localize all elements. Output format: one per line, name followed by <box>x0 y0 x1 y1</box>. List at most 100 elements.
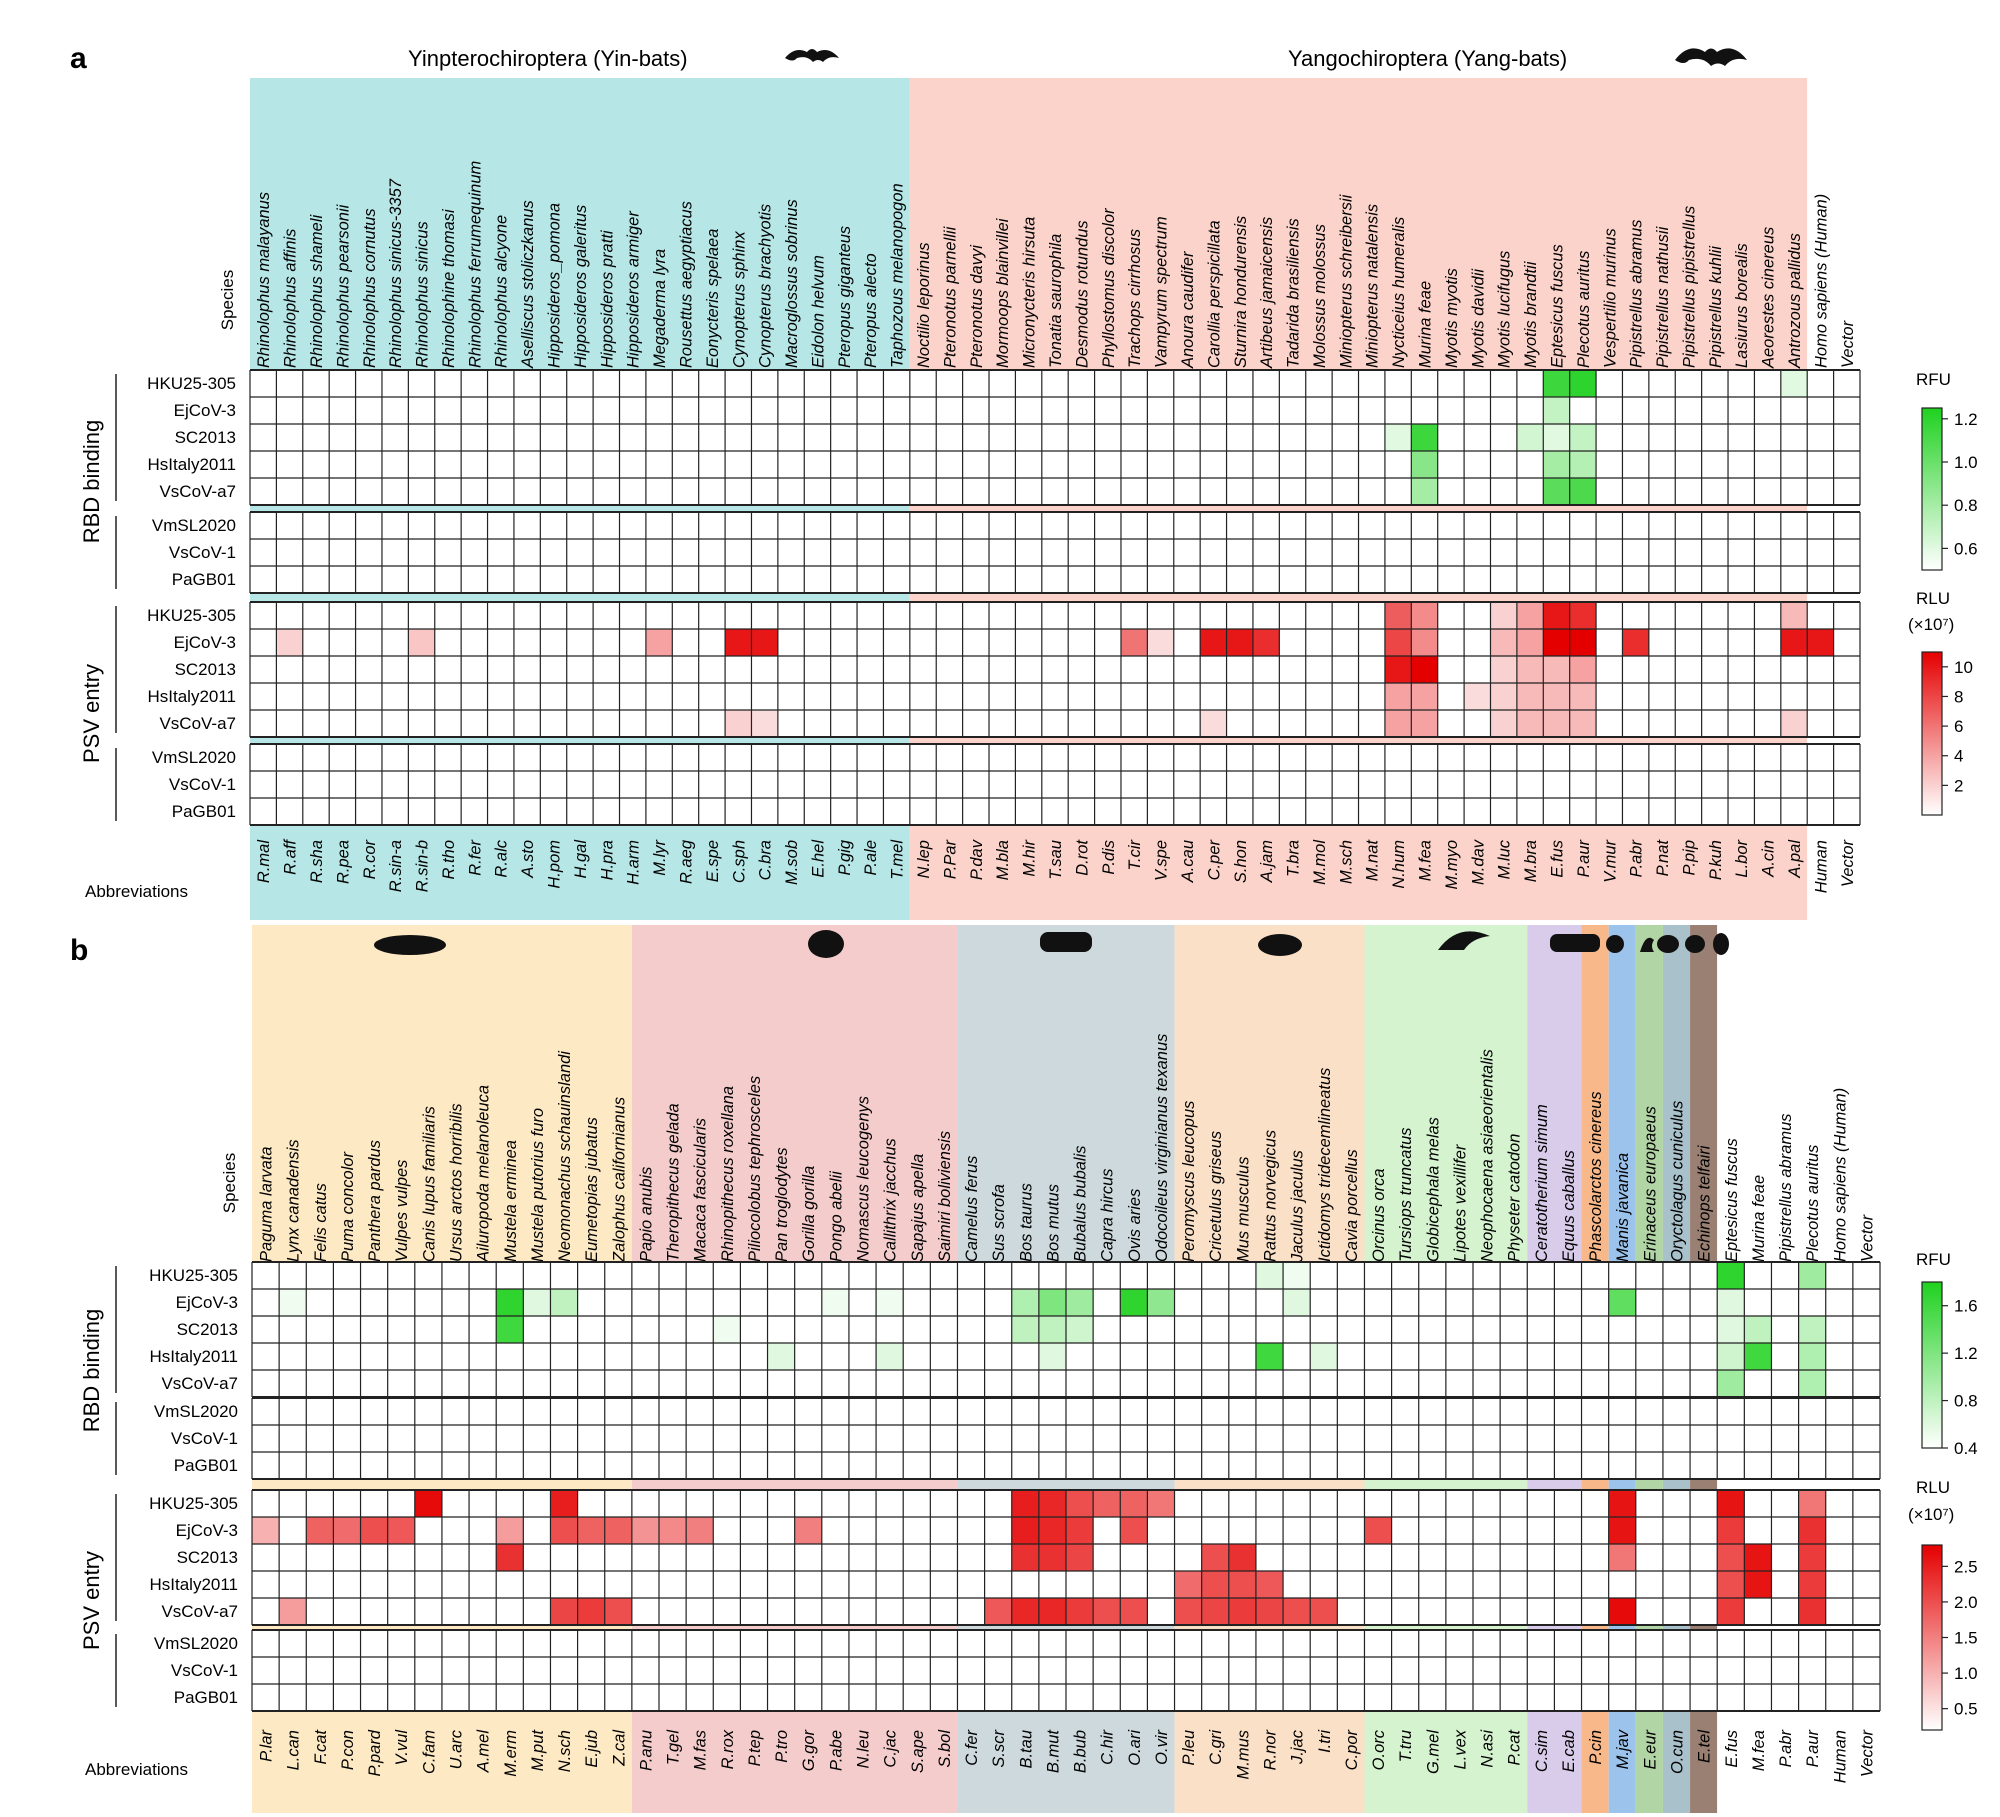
abbreviation-label: C.fer <box>963 1729 981 1766</box>
abbreviation-label: R.sin-a <box>387 840 405 892</box>
virus-label: VsCoV-a7 <box>159 714 236 733</box>
heatmap-cell <box>1038 1289 1066 1316</box>
species-label: Papio anubis <box>637 1167 655 1262</box>
abbreviation-label: Human <box>1812 840 1830 893</box>
heatmap-cell <box>1464 683 1491 710</box>
heatmap-cell <box>1228 1544 1256 1571</box>
heatmap-cell <box>1516 683 1544 710</box>
heatmap-cell <box>577 1598 605 1625</box>
abbreviation-label: A.sto <box>519 840 537 879</box>
abbreviation-label: Human <box>1831 1730 1849 1783</box>
species-label: Ovis aries <box>1126 1189 1144 1262</box>
abbreviation-label: E.cab <box>1560 1730 1578 1772</box>
hedgehog-icon <box>1657 935 1679 953</box>
heatmap-cell <box>767 1343 795 1370</box>
virus-label: PaGB01 <box>172 570 236 589</box>
virus-label: HKU25-305 <box>147 374 236 393</box>
heatmap-cell <box>1780 629 1808 656</box>
species-label: Odocoileus virginianus texanus <box>1153 1034 1171 1262</box>
heatmap-cell <box>1011 1316 1039 1343</box>
species-label: Murina feae <box>1750 1175 1768 1262</box>
abbreviation-label: M.sch <box>1337 840 1355 884</box>
abbreviation-label: C.sph <box>730 840 748 883</box>
species-label: Bubalus bubalis <box>1072 1146 1090 1263</box>
species-label: Lasiurus borealis <box>1733 243 1751 368</box>
abbreviation-label: C.bra <box>757 840 775 880</box>
species-label: Rhinolophus alcyone <box>493 215 511 368</box>
heatmap-cell <box>1490 710 1517 737</box>
heatmap-cell <box>1200 710 1227 737</box>
species-label: Mustela erminea <box>502 1140 520 1262</box>
heatmap-cell <box>1411 683 1438 710</box>
species-label: Pipistrellus kuhlii <box>1707 245 1725 368</box>
species-label: Hipposideros_pomona <box>546 203 564 368</box>
virus-label: EjCoV-3 <box>176 1293 238 1312</box>
species-label: Pteropus giganteus <box>836 226 854 368</box>
species-label: Pteronotus parnellii <box>941 225 959 368</box>
legend-bar <box>1921 1544 1943 1731</box>
heatmap-cell <box>306 1517 334 1544</box>
species-label: Vector <box>1839 319 1857 368</box>
species-label: Capra hircus <box>1099 1168 1117 1262</box>
legend-tick-label: 2.0 <box>1954 1593 1978 1612</box>
species-label: Ailuropoda melanoleuca <box>475 1085 493 1263</box>
species-label: Eumetopias jubatus <box>583 1117 601 1262</box>
heatmap-cell <box>1255 1262 1284 1289</box>
legend-bar <box>1921 1281 1943 1449</box>
abbreviation-label: P.tro <box>773 1730 791 1763</box>
heatmap-cell <box>1283 1289 1311 1316</box>
legend-rlu: RLU (×10⁷) 10 8 6 4 2 <box>1908 589 1973 816</box>
abbreviation-label: S.scr <box>990 1729 1008 1768</box>
heatmap-cell <box>1200 629 1227 656</box>
abbreviation-label: M.luc <box>1496 839 1514 879</box>
abbreviation-label: T.mel <box>889 839 907 880</box>
virus-label: PaGB01 <box>174 1688 238 1707</box>
species-label: Myotis lucifugus <box>1496 251 1514 368</box>
abbreviation-label: C.hir <box>1099 1729 1117 1765</box>
species-label: Molossus molossus <box>1311 224 1329 368</box>
species-label: Pipistrellus abramus <box>1628 219 1646 368</box>
virus-label: VsCoV-1 <box>169 543 236 562</box>
heatmap-cell <box>1384 656 1412 683</box>
legend-tick-label: 8 <box>1954 687 1963 706</box>
legend-rfu: RFU 1.2 1.0 0.8 0.6 <box>1916 370 1978 571</box>
heatmap-cell <box>1255 1343 1284 1370</box>
abbreviation-label: M.fas <box>692 1730 710 1770</box>
virus-label: HKU25-305 <box>149 1494 238 1513</box>
rodent-icon <box>1258 934 1302 956</box>
heatmap-cell <box>496 1517 524 1544</box>
species-label: Rhinolophus malayanus <box>255 192 273 368</box>
heatmap-cell <box>1228 1571 1256 1598</box>
heatmap-cell <box>1147 1490 1175 1517</box>
species-label: Pipistrellus pipistrellus <box>1680 206 1698 368</box>
species-label: Sus scrofa <box>990 1184 1008 1262</box>
heatmap-cell <box>1011 1517 1039 1544</box>
legend-tick-label: 1.0 <box>1954 453 1978 472</box>
heatmap-cell <box>252 1517 280 1544</box>
abbreviation-label: P.abr <box>1628 838 1646 877</box>
abbreviation-label: G.gor <box>800 1729 818 1772</box>
heatmap-cell <box>1569 656 1597 683</box>
block-bg <box>250 744 1860 825</box>
abbreviation-label: M.bla <box>994 840 1012 880</box>
heatmap-cell <box>279 1289 307 1316</box>
species-label: Rhinolophus shameli <box>308 213 326 368</box>
species-label: Callithrix jacchus <box>882 1138 900 1262</box>
heatmap-cell <box>604 1517 632 1544</box>
species-label: Phyllostomus discolor <box>1100 207 1118 368</box>
species-header: Species <box>220 1153 239 1213</box>
heatmap-cell <box>1384 602 1412 629</box>
heatmap-cell <box>1543 451 1570 478</box>
virus-label: VsCoV-a7 <box>159 482 236 501</box>
abbreviation-label: E.tel <box>1696 1729 1714 1763</box>
species-label: Pongo abelii <box>827 1170 845 1262</box>
heatmap-cell <box>1807 629 1834 656</box>
legend-tick-label: 1.5 <box>1954 1629 1978 1648</box>
heatmap-block: VmSL2020 VsCoV-1 PaGB01 <box>115 743 1861 826</box>
heatmap-cell <box>1384 424 1412 451</box>
group-title-yin: Yinpterochiroptera (Yin-bats) <box>408 46 688 71</box>
species-label: Paguma larvata <box>258 1146 276 1262</box>
abbreviation-label: V.spe <box>1153 840 1171 881</box>
heatmap-cell <box>1384 710 1412 737</box>
heatmap-cell <box>1717 1544 1745 1571</box>
